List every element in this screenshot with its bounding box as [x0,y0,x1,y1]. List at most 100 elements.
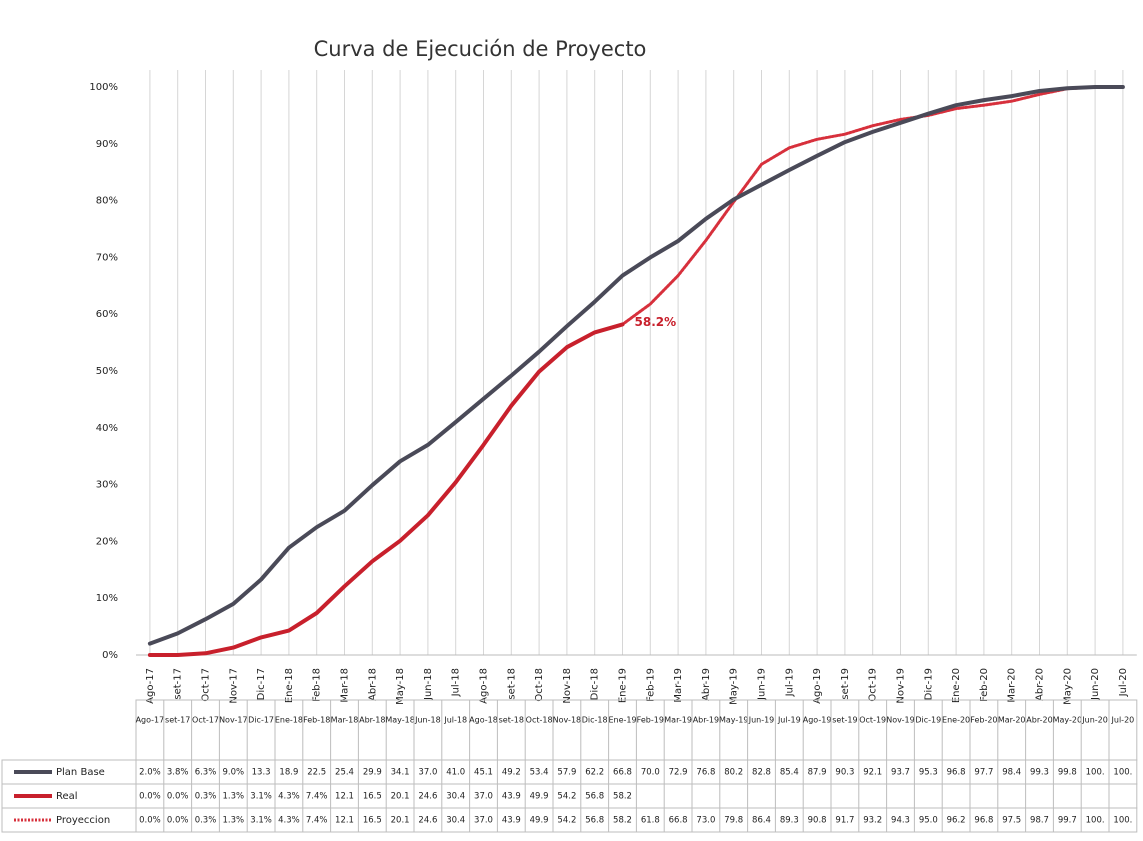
x-tick-label: Feb-19 [645,668,656,702]
table-value: 16.5 [363,816,382,826]
x-tick-label: Dic-18 [590,668,601,700]
table-category: Abr-19 [693,716,719,725]
table-value: 0.0% [139,792,161,802]
table-value: 24.6 [418,816,437,826]
table-value: 3.1% [250,816,272,826]
table-category: Dic-19 [915,716,941,725]
table-category: Mar-19 [664,716,692,725]
x-tick-label: Oct-19 [868,668,879,702]
table-category: Feb-20 [970,716,997,725]
y-tick-label: 10% [96,593,118,604]
table-value: 22.5 [307,768,326,778]
table-category: Nov-19 [886,716,914,725]
y-tick-label: 80% [96,196,118,207]
table-value: 94.3 [891,816,910,826]
table-value: 43.9 [502,792,521,802]
table-category: Jul-19 [777,716,801,725]
table-value: 49.2 [502,768,521,778]
table-value: 25.4 [335,768,354,778]
x-tick-label: Ene-20 [951,668,962,703]
table-value: 41.0 [446,768,465,778]
x-tick-label: Ago-17 [145,668,156,704]
table-value: 37.0 [474,816,493,826]
table-value: 0.0% [139,816,161,826]
chart-title: Curva de Ejecución de Proyecto [314,37,647,61]
x-tick-label: Feb-20 [979,668,990,702]
table-value: 49.9 [530,816,549,826]
y-tick-label: 90% [96,139,118,150]
table-category: Ene-18 [275,716,303,725]
table-value: 99.3 [1030,768,1049,778]
table-value: 1.3% [222,816,244,826]
table-value: 66.8 [613,768,632,778]
table-value: 80.2 [724,768,743,778]
x-tick-label: Mar-20 [1007,668,1018,703]
table-value: 0.0% [167,792,189,802]
series-line [147,85,1125,646]
y-tick-label: 40% [96,423,118,434]
table-category: May-18 [385,716,414,725]
x-tick-label: Jul-18 [451,668,462,697]
table-value: 45.1 [474,768,493,778]
table-value: 20.1 [391,816,410,826]
table-category: Ago-18 [469,716,498,725]
table-value: 82.8 [752,768,771,778]
legend-label: Plan Base [56,767,105,778]
table-category: set-17 [165,716,190,725]
table-category: Jun-20 [1081,716,1108,725]
table-value: 89.3 [780,816,799,826]
table-value: 66.8 [669,816,688,826]
table-value: 61.8 [641,816,660,826]
table-value: 92.1 [863,768,882,778]
table-value: 1.3% [222,792,244,802]
table-value: 96.8 [947,768,966,778]
table-category: set-19 [832,716,857,725]
x-tick-label: Abr-20 [1035,668,1046,701]
table-value: 76.8 [696,768,715,778]
y-tick-label: 70% [96,252,118,263]
table-category: Ene-19 [608,716,636,725]
table-value: 100. [1086,816,1105,826]
x-tick-label: set-19 [840,668,851,700]
y-tick-label: 60% [96,309,118,320]
table-value: 72.9 [669,768,688,778]
table-category: Dic-18 [582,716,608,725]
table-value: 97.5 [1002,816,1021,826]
x-tick-label: May-19 [729,668,740,705]
table-value: 13.3 [252,768,271,778]
x-tick-label: set-17 [173,668,184,700]
legend-label: Real [56,791,78,802]
x-tick-label: Nov-18 [562,668,573,704]
table-category: Jul-20 [1111,716,1135,725]
table-value: 95.3 [919,768,938,778]
series-line [147,322,625,657]
table-value: 34.1 [391,768,410,778]
table-category: Oct-17 [192,716,219,725]
x-tick-label: Mar-18 [340,668,351,703]
table-category: Feb-18 [303,716,330,725]
series-line [148,85,1125,657]
table-category: Jul-18 [443,716,467,725]
annotation: 58.2% [635,315,677,329]
x-tick-label: Feb-18 [312,668,323,702]
x-tick-label: Oct-18 [534,668,545,702]
table-category: May-19 [719,716,748,725]
table-value: 56.8 [585,816,604,826]
table-category: Mar-20 [998,716,1026,725]
table-value: 56.8 [585,792,604,802]
table-value: 49.9 [530,792,549,802]
x-tick-label: Oct-17 [201,668,212,702]
x-tick-label: Jun-19 [757,668,768,701]
table-category: May-20 [1053,716,1082,725]
table-value: 0.3% [195,792,217,802]
table-value: 16.5 [363,792,382,802]
table-category: Jun-18 [414,716,441,725]
table-value: 85.4 [780,768,799,778]
table-value: 7.4% [306,816,328,826]
table-category: Abr-18 [359,716,385,725]
table-category: set-18 [499,716,524,725]
table-value: 87.9 [808,768,827,778]
table-category: Ene-20 [942,716,970,725]
table-value: 4.3% [278,816,300,826]
